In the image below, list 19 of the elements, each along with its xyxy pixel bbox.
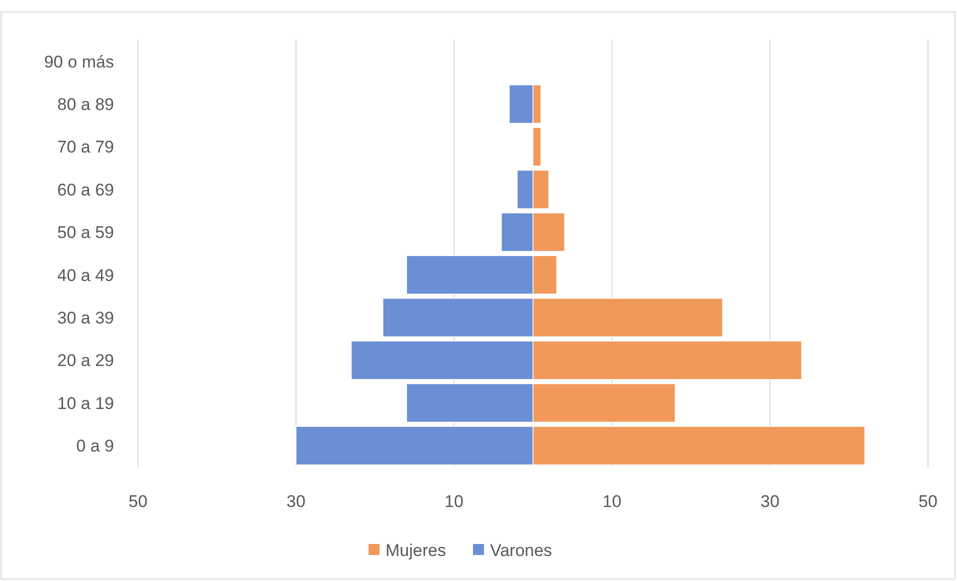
y-tick-label: 90 o más — [44, 52, 114, 72]
y-tick-label: 0 a 9 — [76, 436, 114, 456]
x-tick-label: 10 — [602, 492, 622, 511]
legend-label: Varones — [490, 540, 552, 560]
y-tick-label: 40 a 49 — [57, 266, 114, 285]
x-tick-label: 30 — [286, 492, 306, 511]
y-tick-label: 60 a 69 — [57, 180, 114, 200]
y-tick-label: 30 a 39 — [57, 308, 114, 328]
y-tick-label: 80 a 89 — [57, 95, 114, 114]
x-tick-label: 50 — [128, 492, 148, 511]
legend-label: Mujeres — [386, 540, 446, 560]
y-tick-label: 10 a 19 — [57, 394, 114, 413]
x-tick-label: 10 — [444, 492, 464, 511]
y-tick-label: 70 a 79 — [57, 138, 114, 157]
y-tick-label: 50 a 59 — [57, 223, 114, 242]
y-tick-label: 20 a 29 — [57, 351, 114, 370]
bar — [532, 127, 542, 166]
x-tick-label: 30 — [760, 492, 780, 511]
x-tick-label: 50 — [918, 492, 938, 511]
